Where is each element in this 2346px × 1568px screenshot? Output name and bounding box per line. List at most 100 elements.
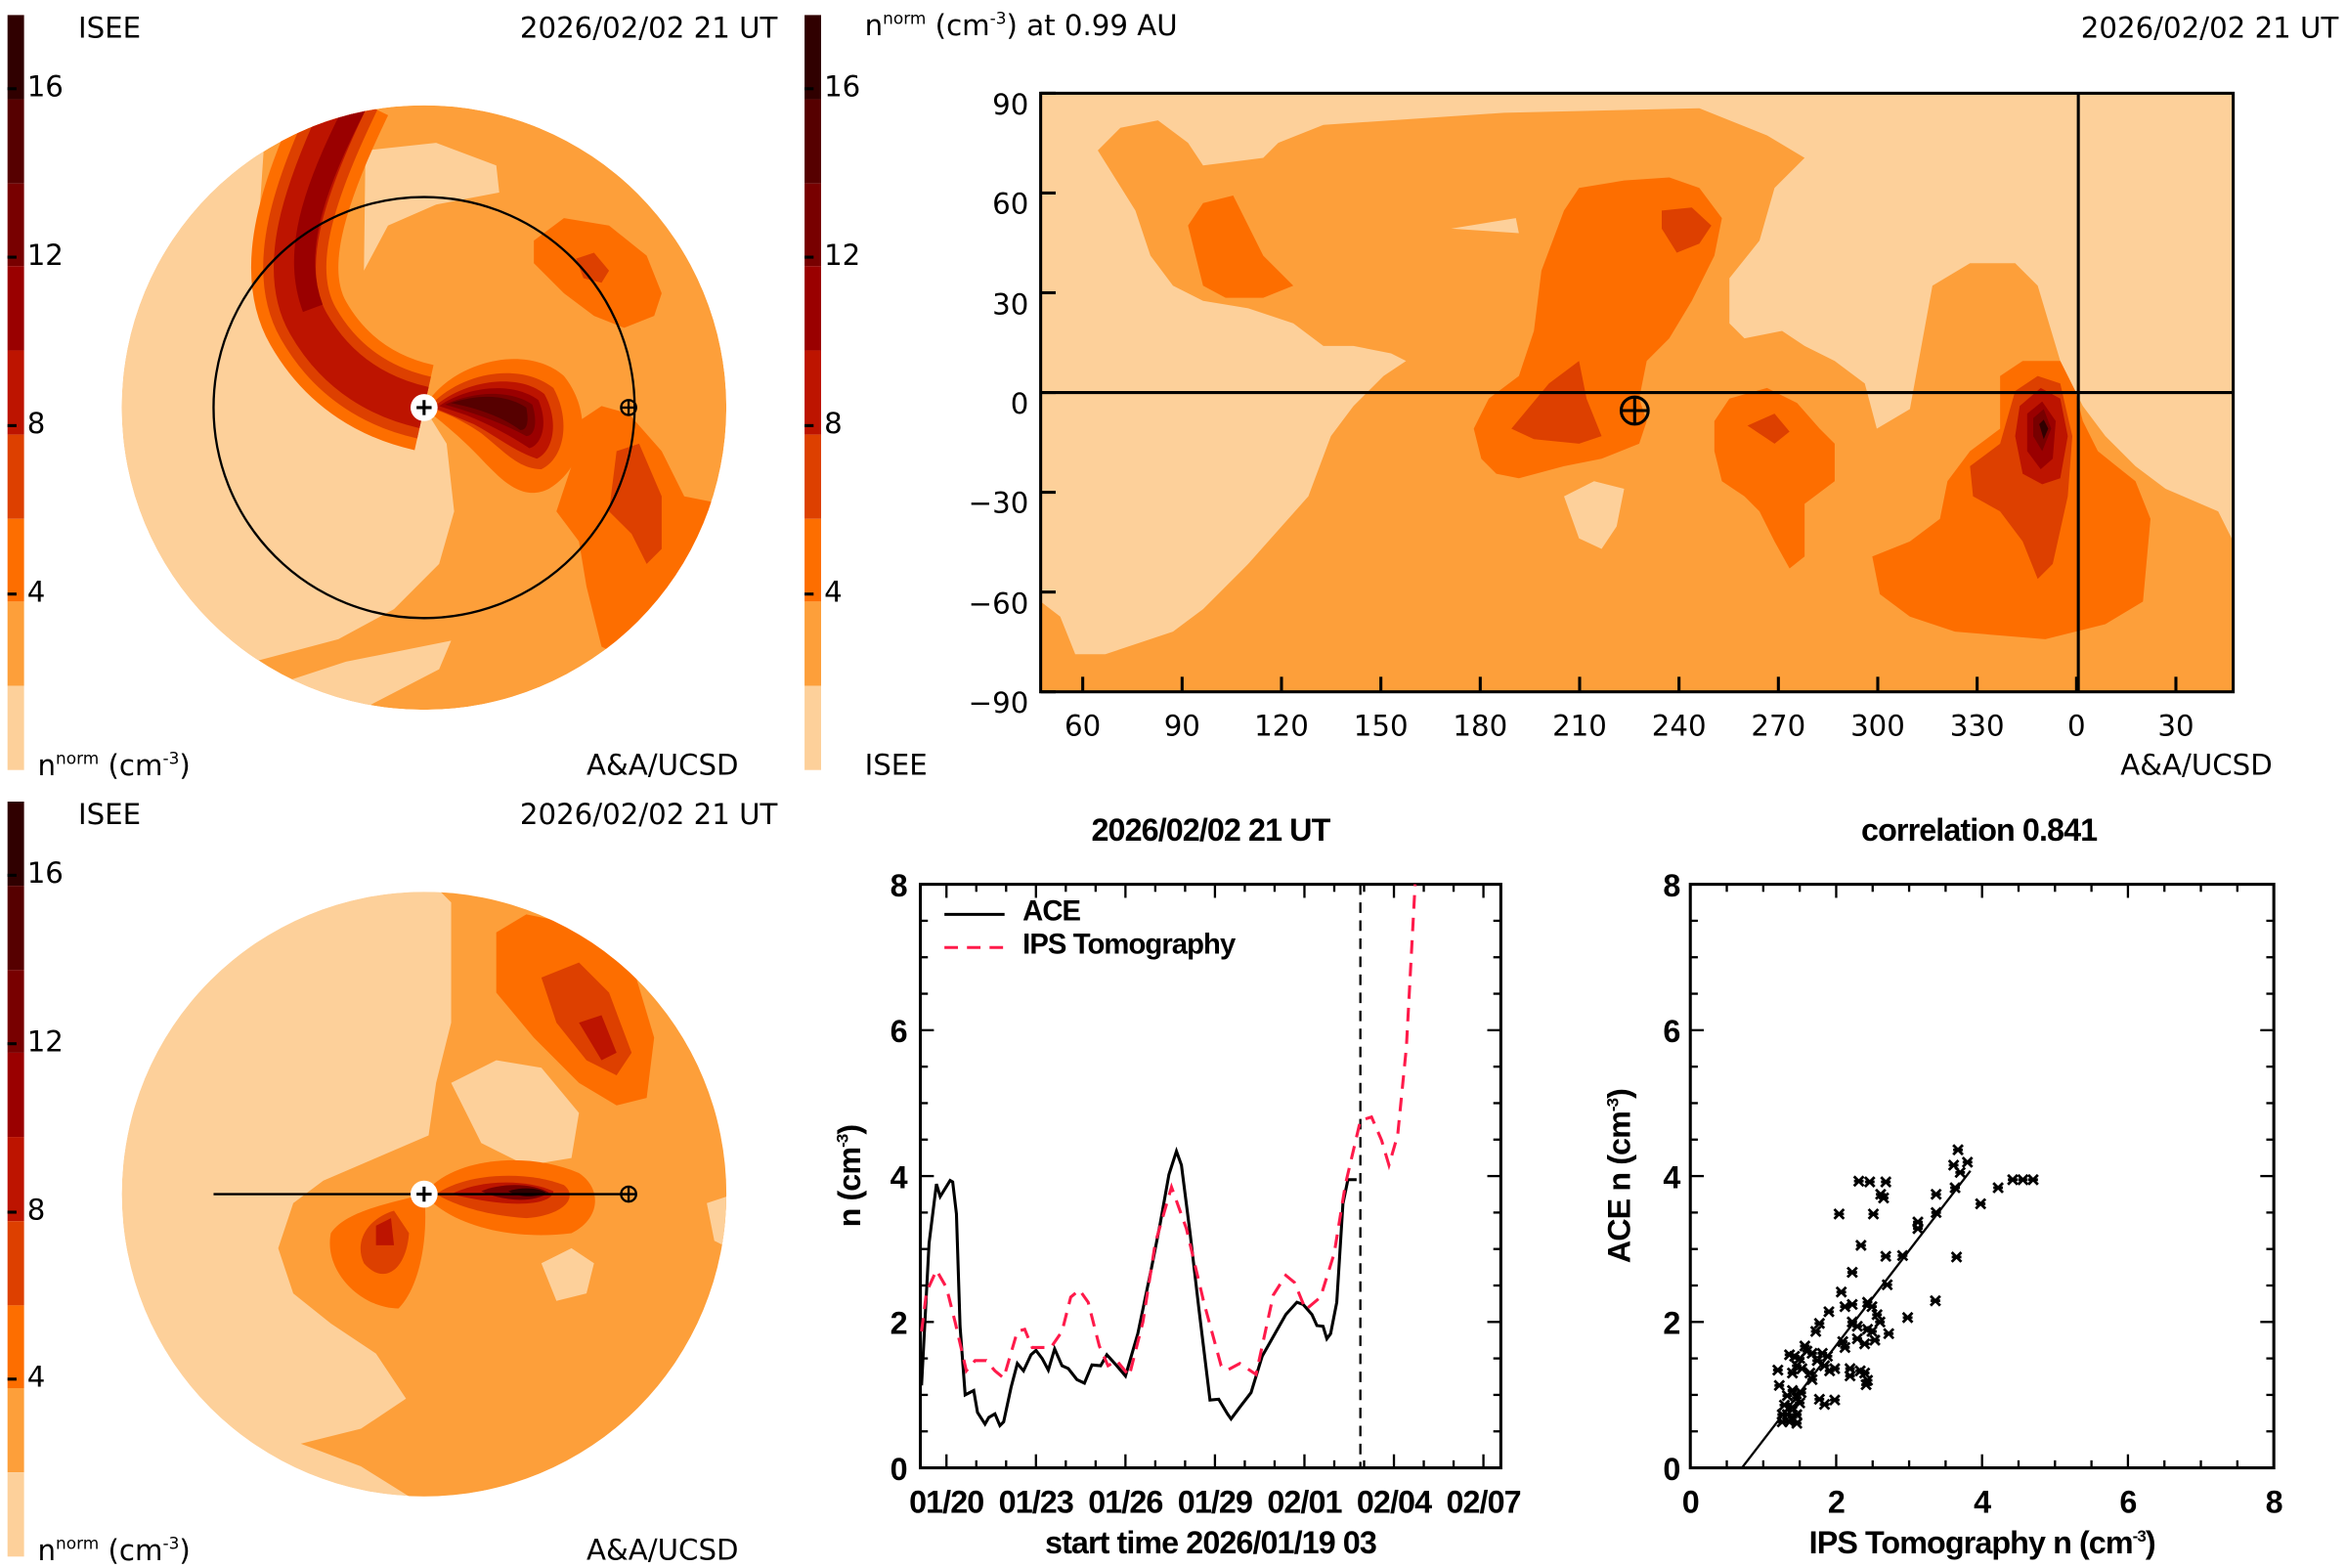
colorbar-segment: [804, 685, 821, 770]
colorbar-tick-label: 16: [7, 856, 64, 891]
y-tick-label: 6: [890, 1015, 908, 1050]
y-tick-label: 8: [1663, 869, 1680, 904]
y-tick-label: 8: [890, 869, 908, 904]
contour-level-0: [1451, 218, 1519, 234]
scatter-point: [1791, 1417, 1803, 1429]
colorbar-segment: [7, 1220, 24, 1305]
panel-date: 2026/02/02 21 UT: [519, 798, 778, 832]
scatter-point: [1852, 1175, 1865, 1188]
plot-frame: [1688, 883, 2276, 1470]
colorbar-segment: [7, 99, 24, 183]
scatter-point: [1863, 1176, 1876, 1188]
colorbar-ecliptic: [7, 15, 24, 770]
unit-close: ): [179, 1534, 191, 1568]
xlabel-close: ): [2145, 1526, 2156, 1561]
colorbar-unit-label: nnorm (cm-3): [37, 1534, 190, 1567]
colorbar-tick-label: 12: [7, 239, 64, 273]
x-tick-label: 02/04: [1356, 1485, 1432, 1521]
contour-level-4: [579, 1015, 617, 1061]
y-tick-label: 0: [890, 1453, 908, 1488]
colorbar-segment: [7, 1388, 24, 1473]
scatter-point: [1818, 1398, 1831, 1411]
colorbar-tick-label: 4: [7, 576, 46, 610]
unit-n: n: [37, 749, 56, 783]
scatter-point: [1803, 1367, 1816, 1379]
unit-n: n: [37, 1534, 56, 1568]
y-tick-label: 2: [890, 1306, 908, 1342]
timeseries-xlabel: start time 2026/01/19 03: [1045, 1526, 1377, 1561]
scatter-point: [1794, 1397, 1806, 1410]
title-n: n: [864, 9, 884, 43]
scatter-point: [1949, 1182, 1961, 1194]
contour-level-3: [1511, 361, 1602, 444]
unit-close: ): [179, 749, 191, 783]
scatter-point: [1874, 1316, 1887, 1328]
scatter-point: [1860, 1378, 1872, 1391]
colorbar-tick-label: 16: [7, 70, 64, 105]
scatter-point: [1854, 1240, 1867, 1251]
colorbar-segment: [7, 350, 24, 435]
logo-text: ISEE: [77, 12, 142, 46]
scatter-point: [1950, 1250, 1963, 1263]
scatter-point: [1794, 1352, 1806, 1365]
colorbar-segment: [7, 1137, 24, 1221]
contour-level-0: [364, 143, 500, 271]
colorbar-segment: [7, 15, 24, 100]
y-tick-label: 90: [992, 88, 1029, 122]
colorbar-segment: [7, 518, 24, 602]
map-axis-ticks: [1040, 91, 2178, 694]
colorbar-tick-label: 4: [7, 1361, 46, 1395]
scatter-point: [1866, 1300, 1878, 1313]
ylabel-close: ): [1602, 1089, 1638, 1099]
series-line-ips-tomography: [920, 884, 1417, 1381]
colorbar-segment: [7, 434, 24, 519]
contour-level-3: [576, 252, 610, 283]
x-tick-label: 0: [1681, 1485, 1700, 1521]
colorbar-segment: [804, 518, 821, 602]
colorbar-segment: [804, 182, 821, 267]
earth-marker-icon: [620, 399, 637, 416]
logo-text: ISEE: [77, 798, 142, 832]
contour-level-0: [541, 1247, 594, 1301]
scatter-point: [2007, 1173, 2019, 1186]
scatter-point: [1878, 1192, 1890, 1204]
title-sup: norm: [883, 9, 927, 29]
scatter-point: [1930, 1294, 1941, 1307]
contour-level-8: [2039, 419, 2049, 440]
scatter-point: [1821, 1350, 1834, 1363]
legend-label-ace: ACE: [1022, 895, 1081, 929]
scatter-point: [1846, 1298, 1858, 1311]
y-tick-label: −60: [968, 588, 1029, 621]
x-tick-label: 6: [2119, 1485, 2137, 1521]
x-tick-label: 8: [2265, 1485, 2283, 1521]
y-tick-label: 0: [1663, 1453, 1680, 1488]
colorbar-tick-label: 8: [804, 407, 843, 441]
colorbar-tick-label: 8: [7, 1194, 46, 1228]
scatter-point: [1786, 1367, 1799, 1379]
colorbar-tick-label: 4: [804, 576, 843, 610]
scatter-point: [1883, 1328, 1895, 1340]
scatter-point: [1871, 1308, 1884, 1321]
colorbar-segment: [804, 15, 821, 100]
scatter-point: [1839, 1341, 1851, 1354]
colorbar-segment: [7, 685, 24, 770]
map-title: nnorm (cm-3) at 0.99 AU: [865, 9, 1178, 42]
y-tick-label: 0: [1010, 387, 1029, 421]
scatter-point: [1773, 1379, 1786, 1392]
y-tick-label: 2: [1663, 1306, 1680, 1342]
scatter-ylabel: ACE n (cm-3): [1603, 1089, 1639, 1263]
x-tick-label: 120: [1254, 710, 1309, 743]
credit-text: A&A/UCSD: [586, 1534, 739, 1568]
y-tick-label: 60: [992, 188, 1029, 222]
unit-exp: -3: [162, 749, 180, 769]
scatter-point: [1881, 1279, 1893, 1291]
scatter-point: [1771, 1364, 1784, 1376]
x-tick-label: 270: [1751, 710, 1806, 743]
series-line-ace: [920, 1146, 1357, 1429]
scatter-point: [1866, 1326, 1878, 1337]
colorbar-tick-label: 16: [804, 70, 861, 105]
colorbar-segment: [7, 1053, 24, 1138]
x-tick-label: 180: [1453, 710, 1508, 743]
xlabel-text: IPS Tomography n (cm: [1808, 1526, 2134, 1561]
colorbar-segment: [7, 969, 24, 1054]
